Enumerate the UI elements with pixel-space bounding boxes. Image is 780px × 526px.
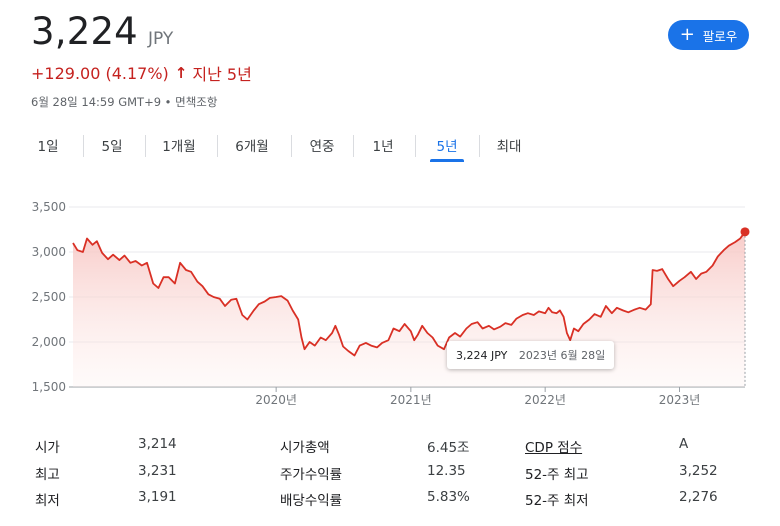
- follow-button[interactable]: + 팔로우: [668, 20, 749, 50]
- x-tick-label: 2020년: [255, 393, 297, 407]
- currency-label: JPY: [147, 29, 174, 49]
- stat-label: 최고: [35, 467, 60, 483]
- y-tick-label: 2,500: [32, 290, 66, 304]
- price-chart[interactable]: 3,500 3,000 2,500 2,000 1,500 2020년 2021년 2022…: [0, 190, 780, 420]
- tab-ytd[interactable]: 연중: [309, 139, 335, 155]
- tab-max[interactable]: 최대: [496, 139, 522, 155]
- x-tick-label: 2023년: [659, 393, 701, 407]
- tab-5d[interactable]: 5일: [101, 139, 123, 155]
- stat-label[interactable]: 배당수익률: [280, 493, 343, 509]
- tab-divider: [145, 135, 146, 157]
- quote-meta[interactable]: 6월 28일 14:59 GMT+9 • 면책조항: [31, 95, 218, 109]
- stats-table: 시가 3,214 최고 3,231 최저 3,191 시가총액 6.45조 주가…: [0, 430, 780, 526]
- stat-value: A: [679, 436, 689, 452]
- tab-divider: [415, 135, 416, 157]
- y-tick-label: 2,000: [32, 335, 66, 349]
- tab-5y[interactable]: 5년: [417, 130, 477, 160]
- stat-label: 52-주 최고: [525, 467, 589, 483]
- follow-label: 팔로우: [702, 28, 738, 44]
- stat-label[interactable]: 주가수익률: [280, 467, 343, 483]
- tab-1d[interactable]: 1일: [37, 139, 59, 155]
- latest-point-dot: [740, 227, 750, 237]
- price-header: 3,224 JPY: [31, 10, 173, 53]
- tooltip-date: 2023년 6월 28일: [518, 349, 606, 362]
- price-change: +129.00 (4.17%): [31, 63, 169, 83]
- arrow-up-icon: ↑: [174, 64, 188, 82]
- x-tick-label: 2021년: [390, 393, 432, 407]
- tab-divider: [217, 135, 218, 157]
- tab-1y[interactable]: 1년: [372, 139, 394, 155]
- tab-divider: [83, 135, 84, 157]
- plus-icon: +: [679, 24, 695, 45]
- y-tick-label: 3,000: [32, 245, 66, 259]
- stat-value: 3,214: [138, 436, 177, 452]
- tab-1m[interactable]: 1개월: [162, 139, 196, 155]
- tab-divider: [479, 135, 480, 157]
- y-tick-label: 3,500: [32, 200, 66, 214]
- stat-value: 12.35: [427, 463, 466, 479]
- y-tick-label: 1,500: [32, 380, 66, 394]
- stat-value: 3,191: [138, 489, 177, 505]
- stat-value: 2,276: [679, 489, 718, 505]
- tab-divider: [353, 135, 354, 157]
- stat-value: 6.45조: [427, 440, 470, 456]
- tooltip-price: 3,224 JPY: [456, 349, 508, 362]
- x-tick-label: 2022년: [524, 393, 566, 407]
- stat-label[interactable]: 시가총액: [280, 440, 330, 456]
- price-line: [72, 231, 746, 357]
- period-label: 지난 5년: [192, 65, 252, 84]
- stat-value: 3,231: [138, 463, 177, 479]
- chart-tooltip: 3,224 JPY 2023년 6월 28일: [447, 341, 615, 369]
- stat-value: 3,252: [679, 463, 718, 479]
- price-change-row: +129.00 (4.17%) ↑ 지난 5년: [31, 61, 252, 85]
- stat-label[interactable]: CDP 점수: [525, 440, 583, 456]
- range-tabs: 1일 5일 1개월 6개월 연중 1년 5년 최대: [17, 130, 537, 160]
- stat-label: 시가: [35, 440, 60, 456]
- stat-label: 52-주 최저: [525, 493, 589, 509]
- stat-label: 최저: [35, 493, 60, 509]
- stat-value: 5.83%: [427, 489, 470, 505]
- tab-divider: [291, 135, 292, 157]
- current-price: 3,224: [31, 10, 138, 53]
- tab-6m[interactable]: 6개월: [235, 139, 269, 155]
